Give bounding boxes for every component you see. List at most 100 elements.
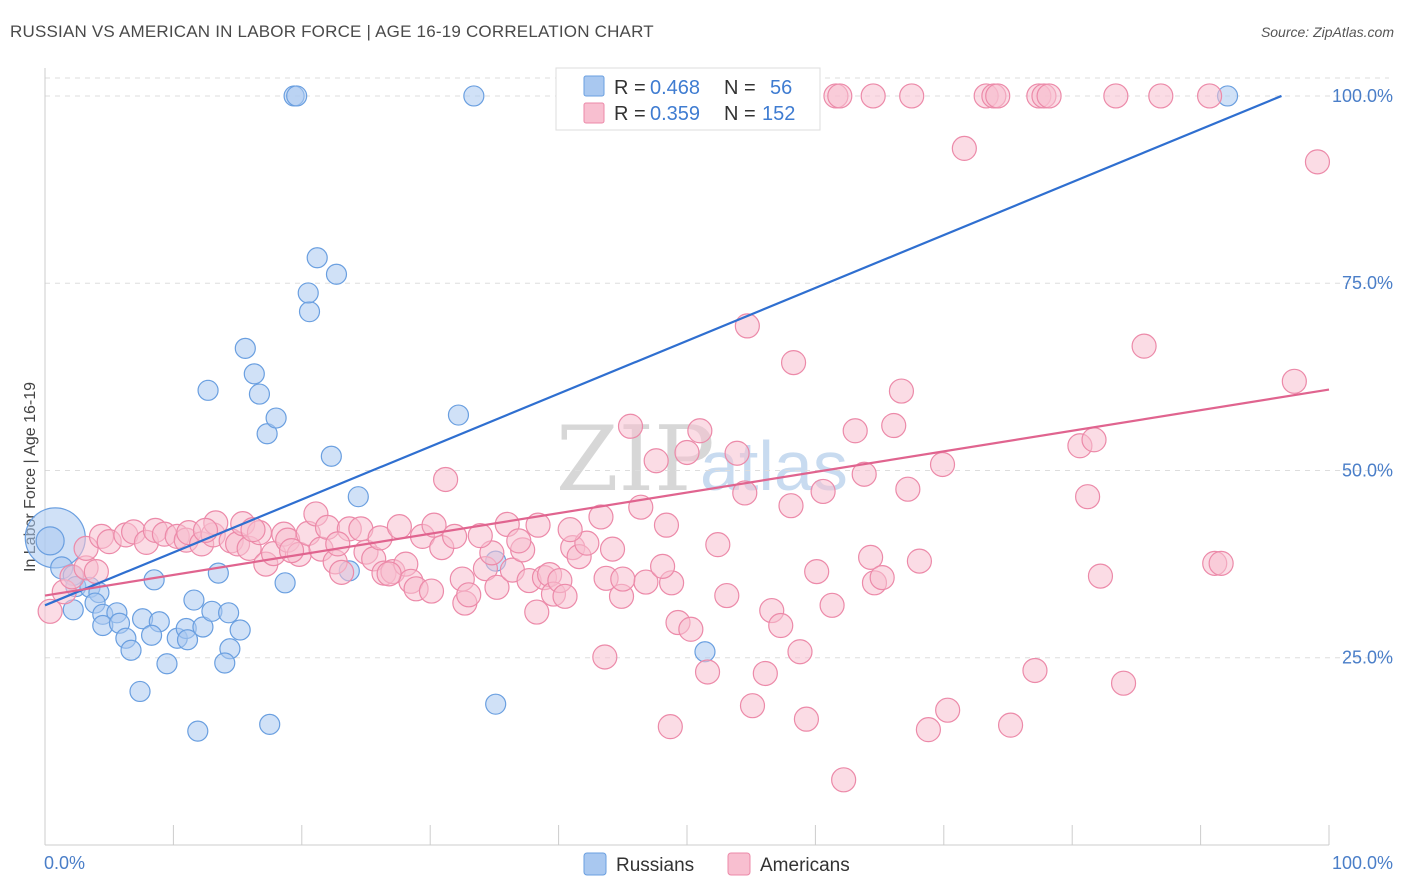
americans-point <box>278 538 305 564</box>
americans-point <box>804 558 830 585</box>
americans-point <box>329 559 355 585</box>
americans-point <box>367 525 393 551</box>
legend-r-value-americans: 0.359 <box>650 103 700 125</box>
americans-point <box>881 412 907 439</box>
americans-point <box>895 476 921 502</box>
russians-point <box>286 85 308 107</box>
russians-point <box>35 526 65 556</box>
americans-point <box>1304 149 1331 175</box>
legend-n-value-americans: 152 <box>762 103 795 125</box>
russians-point <box>156 653 178 675</box>
americans-point <box>456 582 482 608</box>
americans-point <box>1075 484 1101 510</box>
russians-point <box>140 624 163 646</box>
y-tick-label-50: 50.0% <box>1342 460 1393 480</box>
russians-point <box>183 589 205 611</box>
x-tick-labels: 0.0% 100.0% <box>44 853 1393 873</box>
americans-point <box>1131 333 1157 359</box>
russians-point <box>463 85 485 107</box>
americans-point <box>592 644 618 670</box>
y-tick-labels: 25.0% 50.0% 75.0% 100.0% <box>1332 86 1393 668</box>
bottom-legend-russians: Russians <box>616 855 694 876</box>
russians-trend-line <box>44 94 1282 607</box>
russians-point <box>229 619 251 641</box>
americans-point <box>506 528 532 554</box>
americans-point <box>831 767 857 793</box>
russians-point <box>325 263 348 285</box>
americans-point <box>705 532 731 558</box>
americans-point <box>37 598 63 624</box>
russians-point <box>320 445 342 467</box>
legend-n-label-russians: N = <box>724 77 756 99</box>
americans-point <box>869 564 895 591</box>
americans-point <box>842 418 868 444</box>
americans-point <box>888 378 915 404</box>
axes <box>44 68 1330 846</box>
americans-point <box>860 83 886 109</box>
americans-point <box>1087 563 1114 589</box>
y-tick-label-25: 25.0% <box>1342 648 1393 668</box>
bottom-legend-swatch-russians <box>583 852 607 876</box>
americans-point <box>793 706 820 732</box>
americans-point <box>694 659 721 685</box>
legend-r-label-russians: R = <box>614 77 646 99</box>
americans-point <box>650 553 676 579</box>
americans-point <box>985 83 1011 109</box>
americans-point <box>524 599 550 625</box>
y-tick-label-75: 75.0% <box>1342 273 1393 293</box>
americans-point <box>678 616 704 642</box>
russians-point <box>197 379 219 401</box>
russians-point <box>297 282 319 304</box>
americans-point <box>525 512 551 538</box>
bottom-legend-americans: Americans <box>760 855 850 876</box>
russians-point <box>234 337 256 359</box>
americans-point <box>1036 83 1062 109</box>
x-tick-label-min: 0.0% <box>44 853 85 873</box>
russians-point <box>347 486 369 508</box>
americans-point <box>951 135 977 161</box>
americans-point <box>734 313 760 339</box>
americans-point <box>557 517 583 543</box>
legend: R = 0.468 N = 56 R = 0.359 N = 152 <box>555 67 821 131</box>
russians-point <box>298 301 321 323</box>
americans-point <box>724 440 750 466</box>
chart-title: RUSSIAN VS AMERICAN IN LABOR FORCE | AGE… <box>10 22 654 41</box>
americans-point <box>1208 550 1234 576</box>
russians-point <box>265 407 287 429</box>
americans-point <box>732 480 758 506</box>
americans-point <box>1148 83 1174 109</box>
americans-point <box>325 531 351 557</box>
americans-point <box>484 574 510 600</box>
americans-point <box>674 439 700 466</box>
americans-point <box>240 517 266 543</box>
legend-swatch-russians <box>583 75 605 97</box>
americans-point <box>574 530 600 556</box>
americans-trend-line <box>44 388 1330 597</box>
trend-lines <box>44 94 1330 607</box>
americans-point <box>552 583 578 609</box>
americans-point <box>588 504 614 530</box>
americans-point <box>617 413 644 439</box>
russians-point <box>694 641 716 663</box>
americans-point <box>1110 670 1137 696</box>
americans-point <box>376 561 402 587</box>
russians-point <box>274 572 296 594</box>
americans-points <box>37 83 1331 793</box>
legend-n-label-americans: N = <box>724 103 756 125</box>
americans-point <box>768 612 794 639</box>
americans-point <box>858 544 884 570</box>
legend-r-value-russians: 0.468 <box>650 77 700 99</box>
americans-point <box>1022 657 1048 684</box>
russians-point <box>256 423 278 445</box>
russians-point <box>129 680 151 703</box>
russians-point <box>192 616 214 638</box>
source-label: Source: ZipAtlas.com <box>1260 24 1394 40</box>
russians-point <box>306 247 328 269</box>
americans-point <box>653 512 680 538</box>
americans-point <box>780 350 807 376</box>
russians-point <box>218 602 240 624</box>
russians-point <box>485 693 507 715</box>
americans-point <box>687 418 713 444</box>
americans-point <box>1103 83 1129 109</box>
